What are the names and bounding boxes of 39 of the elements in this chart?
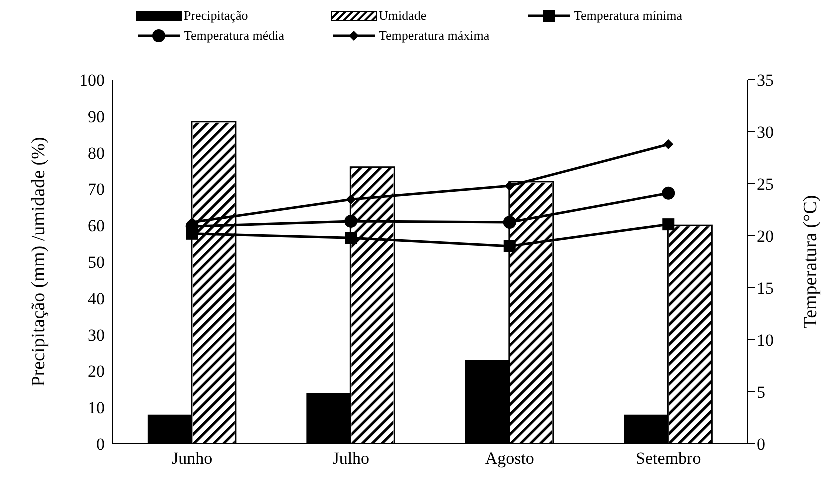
point	[346, 194, 356, 205]
y-tick-label: 10	[88, 398, 105, 418]
y2-tick-label: 30	[757, 123, 774, 142]
y-tick-label: 0	[96, 435, 105, 454]
point	[503, 216, 516, 229]
point	[344, 214, 358, 228]
legend-label: Temperatura média	[184, 28, 285, 44]
x-tick-label: Agosto	[485, 449, 534, 468]
point	[504, 240, 516, 252]
y-tick-label: 20	[88, 362, 105, 382]
point	[664, 139, 674, 150]
y2-tick-label: 15	[757, 279, 774, 298]
y-tick-label: 30	[88, 326, 105, 345]
y2-axis-title: Temperatura (°C)	[800, 195, 822, 329]
y2-tick-label: 0	[757, 435, 766, 454]
y-tick-label: 50	[88, 253, 105, 272]
y-tick-label: 70	[88, 180, 105, 200]
point	[662, 218, 675, 231]
x-tick-label: Junho	[172, 449, 213, 468]
y2-tick-label: 25	[757, 175, 774, 194]
y2-tick-label: 20	[757, 227, 774, 246]
y-tick-label: 100	[80, 71, 105, 90]
y-axis-title: Precipitação (mm) /umidade (%)	[28, 137, 50, 387]
x-tick-label: Setembro	[636, 449, 702, 468]
legend-label: Precipitação	[184, 8, 248, 24]
legend-label: Temperatura mínima	[574, 8, 682, 24]
legend-label: Temperatura máxima	[379, 28, 490, 44]
y-tick-label: 90	[88, 107, 105, 126]
legend-label: Umidade	[379, 8, 427, 24]
y-tick-label: 40	[88, 289, 105, 308]
y2-tick-label: 5	[757, 383, 766, 402]
point	[504, 181, 515, 192]
y2-tick-label: 10	[757, 331, 774, 350]
point	[662, 186, 676, 200]
y2-tick-label: 35	[757, 71, 774, 90]
point	[345, 232, 358, 244]
y-tick-label: 60	[88, 216, 105, 236]
y-tick-label: 80	[88, 144, 105, 163]
x-tick-label: Julho	[332, 449, 370, 468]
